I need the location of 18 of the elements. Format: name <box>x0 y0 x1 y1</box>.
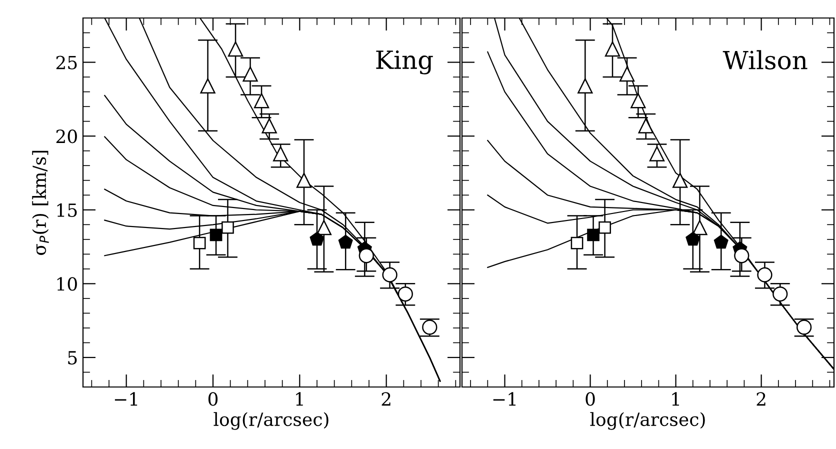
y-tick-label: 15 <box>57 203 77 217</box>
annotation: King <box>376 50 433 74</box>
x-axis-title: log(r/arcsec) <box>214 412 328 430</box>
x-tick-label: 2 <box>756 392 766 406</box>
y-tick-label: 5 <box>68 351 77 365</box>
x-tick-label: −1 <box>114 392 138 406</box>
x-tick-label: −1 <box>493 392 516 406</box>
x-tick-label: 0 <box>586 392 595 406</box>
y-tick-label: 20 <box>56 130 77 144</box>
x-axis-title: log(r/arcsec) <box>590 412 705 430</box>
x-tick-label: 2 <box>382 392 390 406</box>
x-tick-label: 1 <box>672 392 679 406</box>
y-tick-label: 10 <box>57 277 77 291</box>
x-tick-label: 1 <box>296 392 303 406</box>
y-axis-title: σ$_{P}$(r) [km/s] <box>32 150 49 255</box>
x-tick-label: 0 <box>208 392 218 406</box>
annotation: Wilson <box>722 50 808 70</box>
y-tick-label: 25 <box>56 56 77 70</box>
